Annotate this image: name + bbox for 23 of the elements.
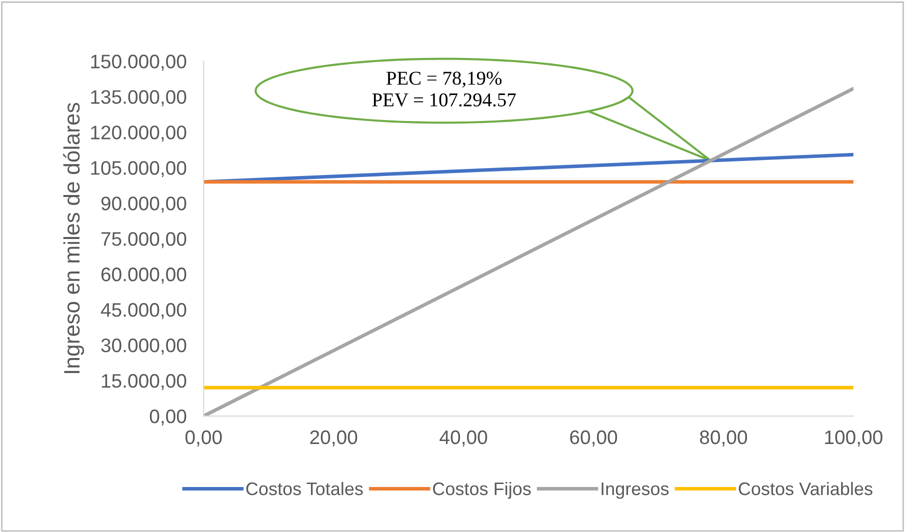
y-tick-label: 30.000,00 [101, 338, 186, 355]
annotation: PEC = 78,19% PEV = 107.294.57 [372, 72, 516, 107]
legend-label: Costos Variables [738, 482, 872, 496]
x-tick-label: 80,00 [700, 430, 748, 446]
x-tick-label: 40,00 [440, 430, 488, 446]
y-tick-label: 135.000,00 [91, 90, 186, 106]
y-tick-label: 120.000,00 [91, 126, 186, 142]
y-tick-label: 90.000,00 [101, 196, 186, 213]
x-tick-label: 20,00 [310, 430, 358, 446]
y-tick-label: 45.000,00 [100, 303, 186, 320]
y-tick-label: 60.000,00 [101, 268, 186, 284]
x-tick-label: 0,00 [185, 430, 222, 446]
legend-label: Costos Totales [246, 482, 363, 496]
y-tick-label: 0,00 [150, 409, 186, 426]
y-tick-label: 105.000,00 [91, 161, 186, 178]
y-tick-label: 15.000,00 [102, 374, 186, 390]
y-tick-label: 75.000,00 [101, 232, 186, 248]
x-tick-label: 100,00 [825, 430, 882, 446]
legend-label: Costos Fijos [433, 482, 531, 499]
y-axis-title: Ingreso en miles de dólares [63, 102, 84, 374]
x-tick-label: 60,00 [570, 430, 618, 446]
legend-label: Ingresos [602, 482, 669, 499]
y-tick-label: 150.000,00 [91, 54, 186, 71]
